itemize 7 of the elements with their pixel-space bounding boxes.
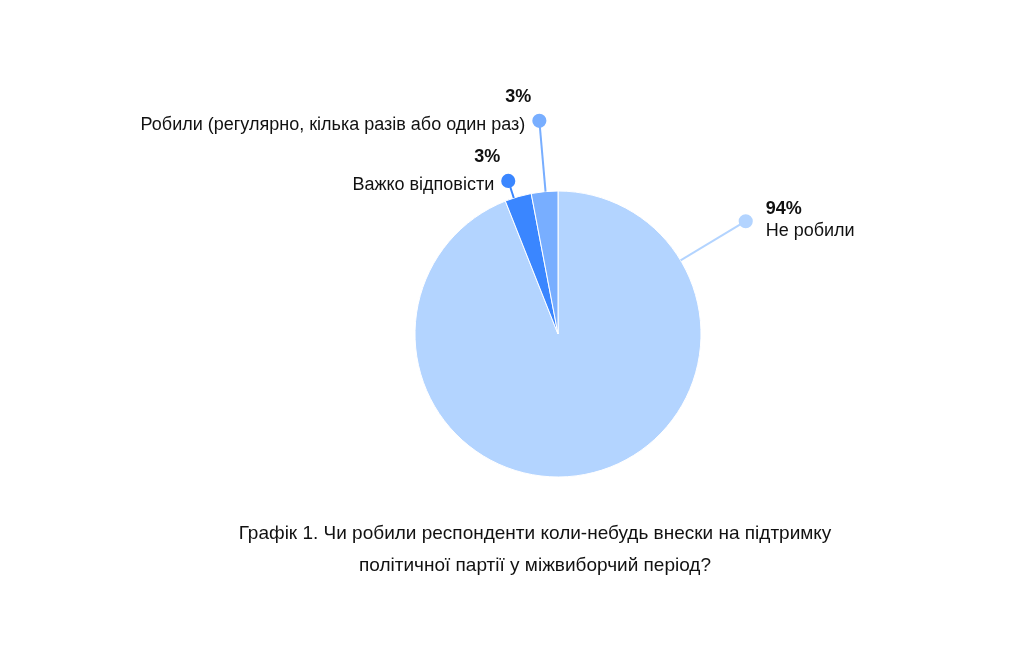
data-label: 94% [765, 198, 802, 219]
data-label: 3% [474, 145, 501, 166]
legend-label: Робили (регулярно, кілька разів або один раз) [140, 113, 526, 134]
slice-label: Не робили [765, 220, 855, 241]
legend-label: Важко відповісти [352, 173, 495, 194]
data-label: 3% [505, 85, 532, 106]
text: Графік 1. Чи робили респонденти коли-небудь внески на підтримку політичної партії у міжвиборчий період? [238, 522, 832, 575]
